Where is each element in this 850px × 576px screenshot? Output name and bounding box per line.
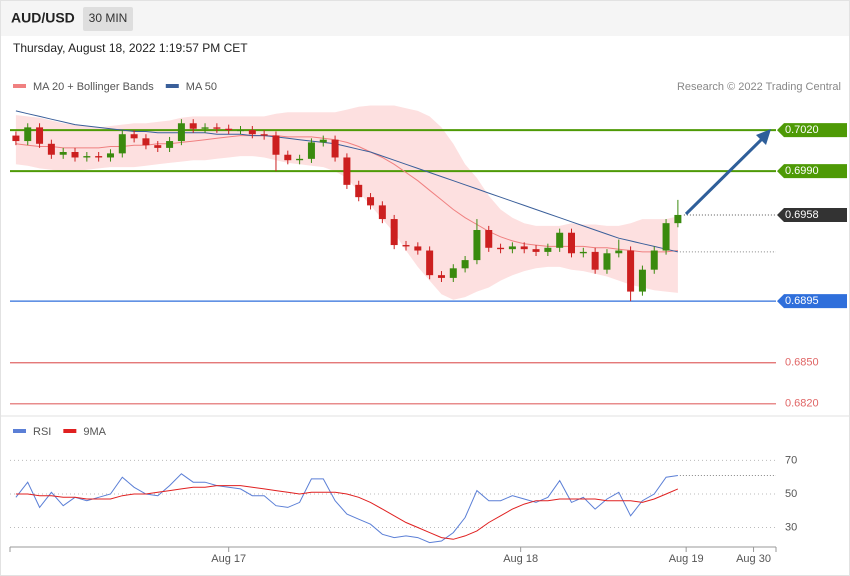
candle-body bbox=[556, 232, 564, 248]
timeframe: 30 MIN bbox=[89, 11, 128, 25]
candle-body bbox=[95, 156, 103, 158]
candle-body bbox=[36, 127, 44, 144]
candle-body bbox=[71, 152, 79, 158]
candle-body bbox=[402, 245, 410, 247]
candle-body bbox=[24, 127, 32, 142]
candle-body bbox=[343, 157, 351, 185]
candle-body bbox=[225, 128, 233, 131]
level-tag bbox=[777, 294, 847, 309]
candle-body bbox=[331, 139, 339, 158]
candle-body bbox=[497, 247, 505, 250]
level-tag bbox=[777, 123, 847, 138]
indicator-line bbox=[15, 473, 678, 544]
candle-body bbox=[650, 250, 658, 270]
y-tick-label: 30 bbox=[785, 521, 797, 533]
candle-body bbox=[130, 134, 138, 139]
x-tick-label: Aug 19 bbox=[669, 553, 704, 565]
level-label: 0.6895 bbox=[785, 295, 819, 307]
level-label: 0.6820 bbox=[785, 398, 819, 410]
level-label: 0.6990 bbox=[785, 165, 819, 177]
candle-body bbox=[213, 127, 221, 129]
candle-body bbox=[367, 197, 375, 206]
candle-body bbox=[12, 135, 20, 142]
candle-body bbox=[674, 214, 682, 224]
candle-body bbox=[591, 251, 599, 270]
candle-body bbox=[638, 269, 646, 292]
candle-body bbox=[378, 205, 386, 220]
candle-body bbox=[355, 184, 363, 198]
candle-body bbox=[201, 127, 209, 129]
candle-body bbox=[508, 246, 516, 250]
date: Thursday, August 18, 2022 1:19:57 PM CET bbox=[13, 41, 248, 55]
y-tick-label: 50 bbox=[785, 488, 797, 500]
candle-body bbox=[166, 141, 174, 148]
x-tick-label: Aug 18 bbox=[503, 553, 538, 565]
forecast-arrow bbox=[684, 129, 771, 216]
candle-body bbox=[248, 130, 256, 135]
candle-body bbox=[532, 249, 540, 252]
candle-body bbox=[567, 232, 575, 254]
timeframe-badge bbox=[83, 7, 133, 31]
legend-label: MA 20 + Bollinger Bands bbox=[33, 81, 154, 93]
candle-body bbox=[272, 135, 280, 155]
level-tag bbox=[777, 207, 847, 222]
arrow-head bbox=[756, 129, 771, 145]
candle-body bbox=[414, 246, 422, 251]
candle-body bbox=[426, 250, 434, 276]
candle-body bbox=[284, 154, 292, 161]
candle-body bbox=[485, 230, 493, 248]
legend-label: RSI bbox=[33, 426, 51, 438]
rsi-panel: RSI 9MA 30 50 70 Aug 17 Aug 18 Aug 19 Aug 30 bbox=[9, 426, 797, 565]
y-tick-label: 70 bbox=[785, 454, 797, 466]
candle-body bbox=[579, 251, 587, 254]
candle-body bbox=[615, 250, 623, 254]
candle-body bbox=[307, 142, 315, 159]
level-label: 0.7020 bbox=[785, 124, 819, 136]
level-label: 0.6850 bbox=[785, 357, 819, 369]
candle-body bbox=[142, 138, 150, 146]
indicator-line bbox=[15, 485, 679, 540]
candle-body bbox=[473, 230, 481, 261]
candle-body bbox=[237, 130, 245, 132]
legend-swatch bbox=[13, 429, 26, 433]
legend-swatch bbox=[63, 429, 77, 433]
candle-body bbox=[154, 145, 162, 148]
header-bar bbox=[1, 1, 849, 36]
price-panel: MA 20 + Bollinger Bands MA 50 Research © 2… bbox=[10, 81, 847, 410]
candle-body bbox=[627, 250, 635, 292]
candle-body bbox=[603, 253, 611, 270]
moving-average-line bbox=[15, 135, 678, 253]
legend-label: MA 50 bbox=[186, 81, 217, 93]
candle-body bbox=[390, 219, 398, 246]
legend-label: 9MA bbox=[83, 426, 106, 438]
arrow-shaft bbox=[684, 136, 765, 216]
legend-swatch bbox=[13, 84, 26, 88]
candle-body bbox=[59, 152, 67, 155]
moving-average-line bbox=[15, 110, 679, 253]
x-tick-label: Aug 17 bbox=[211, 553, 246, 565]
candle-body bbox=[83, 156, 91, 158]
candle-body bbox=[437, 275, 445, 278]
candle-body bbox=[106, 153, 114, 158]
legend-swatch bbox=[165, 84, 179, 88]
candle-body bbox=[319, 139, 327, 143]
candle-body bbox=[544, 247, 552, 252]
candle-body bbox=[177, 123, 185, 142]
source: Research © 2022 Trading Central bbox=[677, 81, 841, 93]
x-tick-label: Aug 30 bbox=[736, 553, 771, 565]
level-tag bbox=[777, 164, 847, 179]
candle-body bbox=[449, 268, 457, 278]
candle-body bbox=[47, 143, 55, 155]
level-label: 0.6958 bbox=[785, 209, 819, 221]
symbol: AUD/USD bbox=[11, 10, 75, 26]
candle-body bbox=[118, 134, 126, 154]
candle-body bbox=[189, 123, 197, 129]
candle-body bbox=[520, 246, 528, 250]
candle-body bbox=[296, 158, 304, 161]
candle-body bbox=[260, 134, 268, 136]
candle-body bbox=[662, 223, 670, 251]
candle-body bbox=[461, 260, 469, 269]
